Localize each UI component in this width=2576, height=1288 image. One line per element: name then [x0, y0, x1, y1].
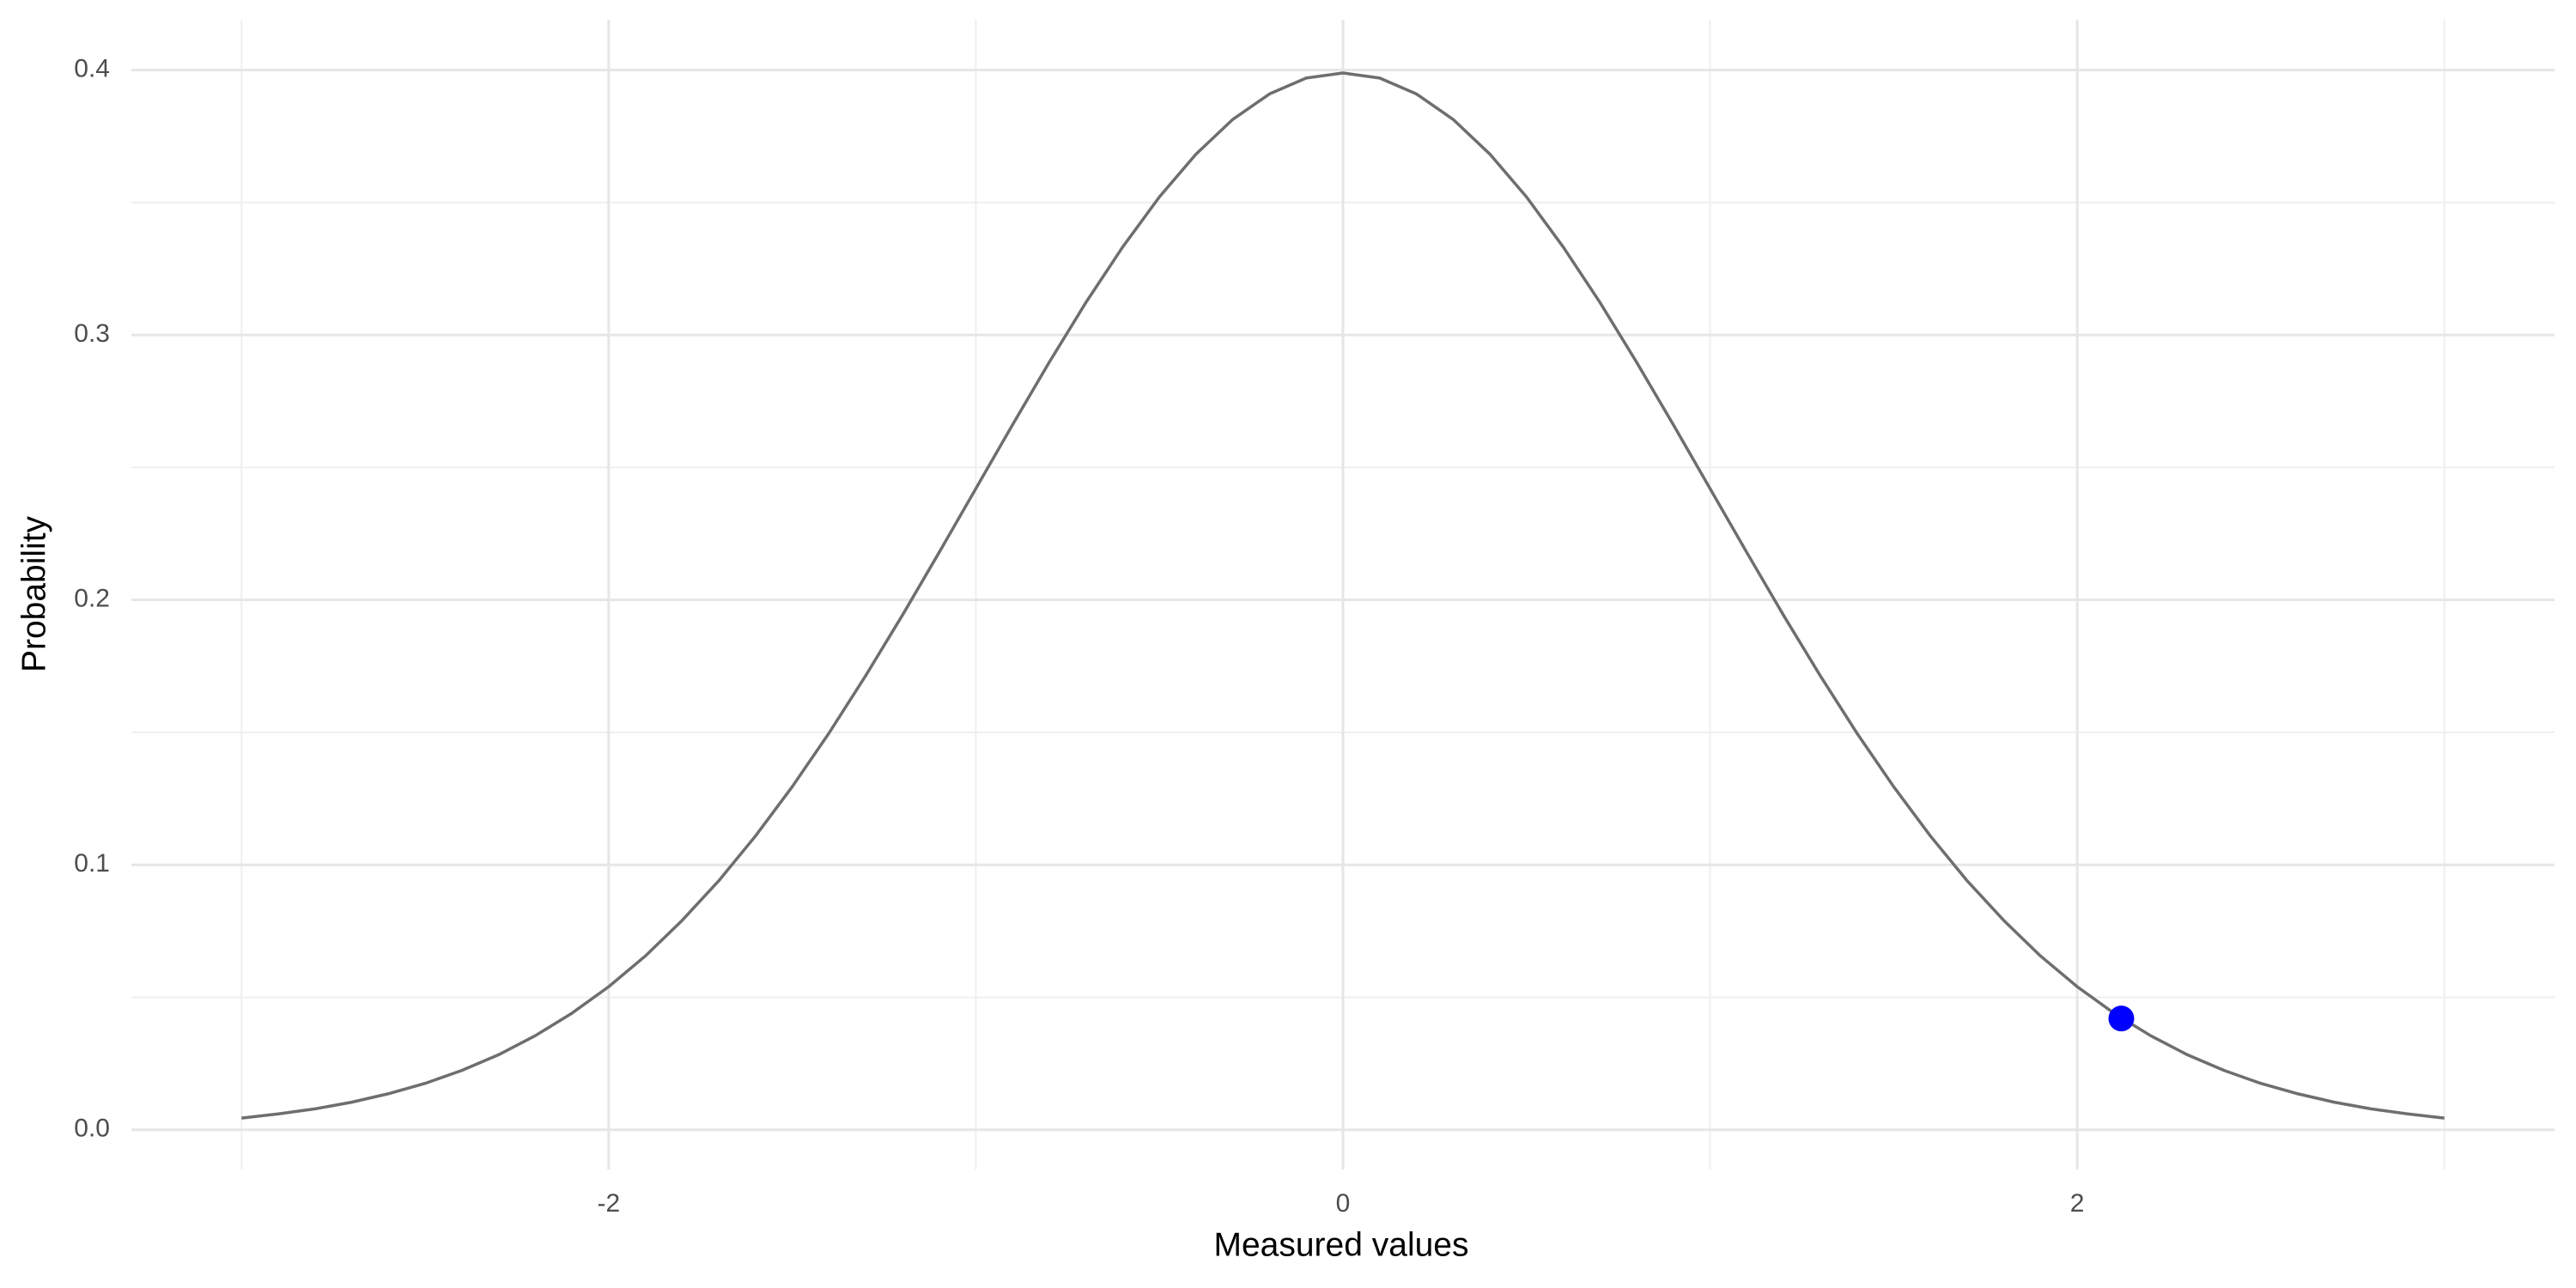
y-tick-label: 0.0: [74, 1115, 110, 1143]
y-tick-label: 0.3: [74, 319, 110, 348]
x-axis-title: Measured values: [1214, 1226, 1469, 1263]
y-tick-label: 0.4: [74, 55, 110, 83]
x-tick-label: 2: [2070, 1189, 2085, 1218]
y-tick-label: 0.1: [74, 849, 110, 878]
x-tick-label: 0: [1336, 1189, 1351, 1218]
y-axis-title: Probability: [15, 515, 52, 672]
point: [2108, 1005, 2135, 1032]
y-tick-label: 0.2: [74, 585, 110, 613]
density-line: [241, 71, 2445, 1120]
x-tick-label: -2: [598, 1189, 621, 1218]
